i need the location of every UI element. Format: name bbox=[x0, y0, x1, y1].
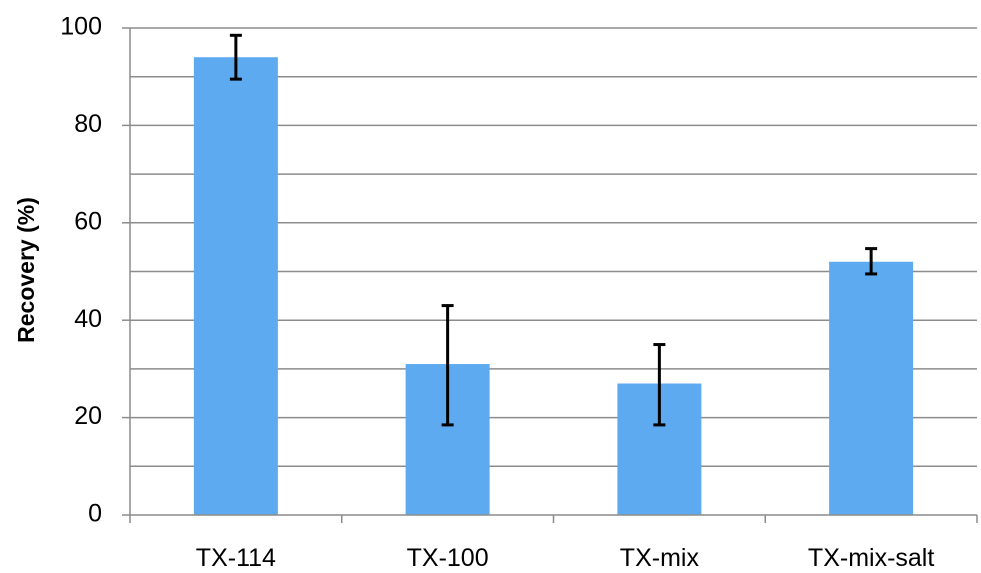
y-tick-labels: 0 20 40 60 80 100 bbox=[60, 13, 102, 528]
y-tick-label-40: 40 bbox=[74, 305, 102, 333]
axes bbox=[122, 27, 978, 523]
y-tick-label-80: 80 bbox=[74, 110, 102, 138]
y-tick-label-0: 0 bbox=[88, 500, 102, 528]
x-tick-label: TX-114 bbox=[196, 544, 276, 572]
x-tick-label: TX-mix-salt bbox=[808, 544, 934, 572]
y-tick-label-100: 100 bbox=[60, 13, 102, 41]
y-axis-label: Recovery (%) bbox=[13, 197, 39, 343]
bars bbox=[193, 57, 914, 515]
x-tick-label: TX-mix bbox=[620, 544, 700, 572]
bar-tx-mix-salt bbox=[829, 261, 914, 515]
y-tick-label-20: 20 bbox=[74, 402, 102, 430]
bar-tx-114 bbox=[193, 57, 278, 515]
y-tick-label-60: 60 bbox=[74, 207, 102, 235]
x-tick-labels: TX-114 TX-100 TX-mix TX-mix-salt bbox=[196, 544, 935, 572]
x-tick-label: TX-100 bbox=[407, 544, 489, 572]
error-bars bbox=[229, 33, 878, 427]
